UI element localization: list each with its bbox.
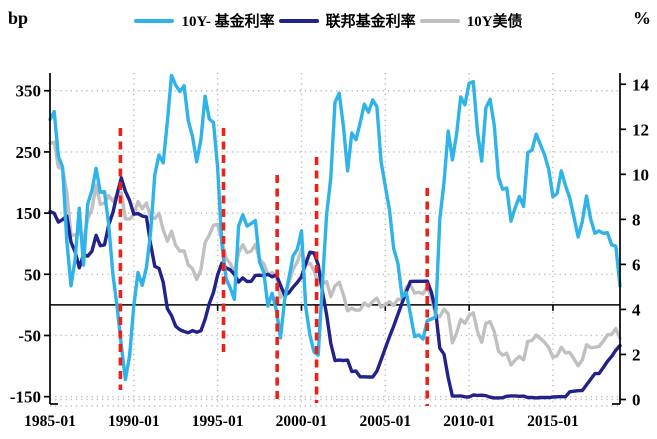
legend-label-10y-minus-ffr: 10Y- 基金利率 bbox=[181, 14, 275, 30]
left-tick-label: -150 bbox=[10, 388, 41, 407]
legend: 10Y- 基金利率 联邦基金利率 10Y美债 bbox=[0, 10, 657, 31]
x-tick-label: 1990-01 bbox=[108, 413, 160, 430]
series-line-10y-treasury bbox=[48, 140, 622, 368]
legend-item-10y-treasury: 10Y美债 bbox=[419, 10, 523, 31]
series-line-fed-funds-rate bbox=[48, 176, 622, 400]
legend-label-10y-treasury: 10Y美债 bbox=[466, 14, 523, 30]
right-tick-label: 8 bbox=[632, 210, 641, 229]
left-tick-label: 150 bbox=[16, 204, 42, 223]
right-tick-label: 2 bbox=[632, 345, 641, 364]
x-tick-label: 2010-01 bbox=[443, 413, 495, 430]
right-tick-label: 14 bbox=[632, 75, 650, 94]
left-tick-label: 250 bbox=[16, 143, 42, 162]
x-tick-label: 1985-01 bbox=[24, 413, 76, 430]
legend-swatch-10y-treasury bbox=[419, 18, 460, 23]
x-tick-label: 2005-01 bbox=[359, 413, 411, 430]
series-line-10y-minus-ffr bbox=[48, 73, 622, 382]
right-tick-label: 6 bbox=[632, 255, 641, 274]
legend-item-fed-funds-rate: 联邦基金利率 bbox=[278, 10, 416, 31]
right-axis-unit-label: % bbox=[633, 8, 651, 28]
x-tick-label: 1995-01 bbox=[192, 413, 244, 430]
legend-swatch-fed-funds-rate bbox=[278, 18, 319, 23]
legend-item-10y-minus-ffr: 10Y- 基金利率 bbox=[134, 10, 275, 31]
x-tick-label: 2015-01 bbox=[527, 413, 579, 430]
legend-swatch-10y-minus-ffr bbox=[134, 18, 175, 23]
right-tick-label: 12 bbox=[632, 120, 649, 139]
legend-label-fed-funds-rate: 联邦基金利率 bbox=[325, 14, 416, 30]
left-tick-label: -50 bbox=[18, 326, 41, 345]
right-tick-label: 0 bbox=[632, 390, 641, 409]
x-tick-label: 2000-01 bbox=[276, 413, 328, 430]
left-tick-label: 350 bbox=[16, 82, 42, 101]
left-tick-label: 50 bbox=[24, 265, 41, 284]
left-axis-unit-label: bp bbox=[8, 8, 29, 28]
right-tick-label: 4 bbox=[632, 300, 641, 319]
right-tick-label: 10 bbox=[632, 165, 649, 184]
